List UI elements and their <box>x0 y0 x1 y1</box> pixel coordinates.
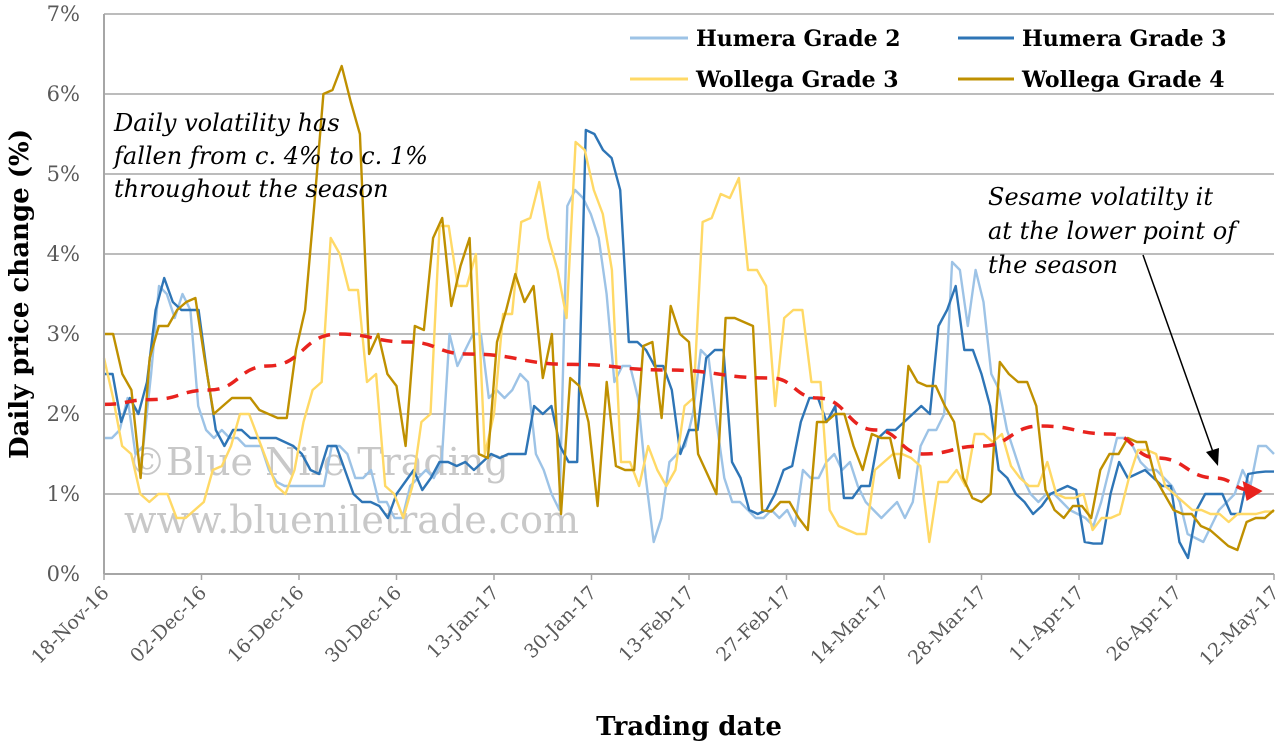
x-tick-label: 16-Dec-16 <box>223 582 308 667</box>
x-tick-label: 14-Mar-17 <box>807 582 894 669</box>
series-line-wollega-grade-3 <box>102 140 1274 544</box>
legend: Humera Grade 2 Humera Grade 3 Wollega Gr… <box>630 26 1227 93</box>
x-tick-label: 12-May-17 <box>1195 582 1283 670</box>
y-tick-label: 5% <box>47 162 80 186</box>
trend-line <box>103 332 1263 501</box>
legend-label-humera-grade-2: Humera Grade 2 <box>696 26 901 52</box>
annotation-left-line-2: fallen from c. 4% to c. 1% <box>112 142 428 170</box>
y-tick-label: 4% <box>47 242 80 266</box>
legend-label-humera-grade-3: Humera Grade 3 <box>1022 26 1227 52</box>
legend-label-wollega-grade-4: Wollega Grade 4 <box>1021 67 1225 93</box>
x-tick-label: 13-Jan-17 <box>423 582 504 663</box>
x-tick-label: 28-Mar-17 <box>904 582 991 669</box>
x-tick-label: 30-Dec-16 <box>321 582 406 667</box>
y-tick-label: 0% <box>47 562 80 586</box>
x-tick-label: 27-Feb-17 <box>712 582 796 666</box>
x-tick-label: 18-Nov-16 <box>27 582 113 668</box>
series-lines <box>102 64 1275 560</box>
annotation-right-line-1: Sesame volatilty it <box>988 183 1213 211</box>
x-tick-label: 11-Apr-17 <box>1005 582 1089 666</box>
y-axis-title: Daily price change (%) <box>5 129 35 459</box>
x-tick-label: 02-Dec-16 <box>126 582 211 667</box>
y-tick-label: 7% <box>47 2 80 26</box>
series-line-wollega-grade-4 <box>104 64 1275 552</box>
x-tick-labels: 18-Nov-16 02-Dec-16 16-Dec-16 30-Dec-16 13-J… <box>27 574 1283 670</box>
annotation-arrowhead <box>1206 448 1219 466</box>
annotation-arrow-line <box>1142 254 1214 453</box>
y-tick-label: 1% <box>47 482 80 506</box>
x-tick-label: 13-Feb-17 <box>615 582 699 666</box>
annotation-left-line-3: throughout the season <box>114 175 388 203</box>
annotation-left: Daily volatility has fallen from c. 4% t… <box>112 109 428 203</box>
watermark-line-1: ©Blue Nile Trading <box>128 440 509 484</box>
trend-dashed-line <box>103 332 1251 492</box>
annotation-left-line-1: Daily volatility has <box>113 109 340 137</box>
y-tick-label: 6% <box>47 82 80 106</box>
annotation-right: Sesame volatilty it at the lower point o… <box>988 183 1240 466</box>
x-tick-label: 30-Jan-17 <box>520 582 601 663</box>
y-tick-label: 3% <box>47 322 80 346</box>
y-tick-label: 2% <box>47 402 80 426</box>
x-tick-label: 26-Apr-17 <box>1102 582 1186 666</box>
y-tick-labels: 0% 1% 2% 3% 4% 5% 6% 7% <box>47 2 80 586</box>
annotation-right-line-3: the season <box>988 251 1118 279</box>
legend-label-wollega-grade-3: Wollega Grade 3 <box>695 67 899 93</box>
trend-arrowhead <box>1242 481 1263 501</box>
annotation-right-line-2: at the lower point of <box>988 217 1240 245</box>
x-axis-title: Trading date <box>596 712 782 742</box>
watermark-line-2: www.bluenile​trade.com <box>124 498 579 542</box>
